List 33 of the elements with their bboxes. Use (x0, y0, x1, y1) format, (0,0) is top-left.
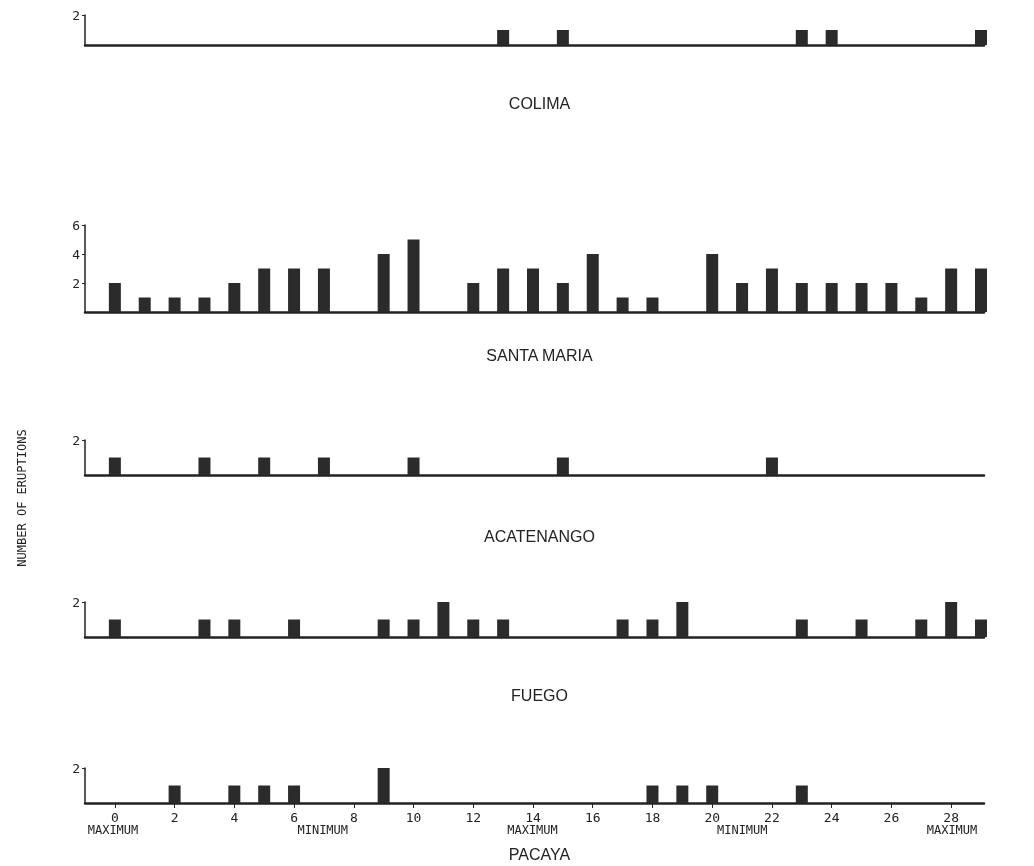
y-tick-label: 2 (72, 432, 80, 448)
x-tick-label: 14 (525, 810, 542, 825)
y-tick-label: 2 (72, 594, 80, 610)
text: SANTA MARIA (486, 346, 594, 364)
y-tick-label: 4 (72, 246, 81, 262)
x-tick-label: 18 (644, 810, 661, 825)
x-tick-label: 8 (349, 810, 358, 825)
text: MINIMUM (297, 823, 349, 837)
text: FUEGO (511, 686, 568, 704)
x-tick-label: 16 (584, 810, 601, 825)
text: MINIMUM (716, 823, 768, 837)
text: PACAYA (508, 845, 571, 863)
x-tick-label: 12 (465, 810, 482, 825)
y-tick-label: 6 (72, 217, 80, 233)
x-tick-label: 0 (110, 810, 119, 825)
y-tick-label: 2 (72, 275, 80, 291)
x-tick-label: 28 (943, 810, 959, 825)
x-tick-label: 26 (883, 810, 900, 825)
text: MAXIMUM (926, 823, 978, 837)
y-axis-title: NUMBER OF ERUPTIONS (15, 428, 29, 567)
x-tick-label: 10 (405, 810, 422, 825)
x-tick-label: 4 (230, 810, 239, 825)
y-tick-label: 2 (72, 760, 80, 776)
text: COLIMA (508, 94, 571, 112)
text: MAXIMUM (87, 823, 139, 837)
y-tick-label: 2 (72, 7, 80, 23)
text: ACATENANGO (484, 527, 595, 545)
x-tick-label: 24 (823, 810, 840, 825)
x-tick-label: 2 (170, 810, 179, 825)
x-tick-label: 20 (704, 810, 721, 825)
x-tick-label: 22 (764, 810, 780, 825)
x-tick-label: 6 (290, 810, 298, 825)
text: MAXIMUM (507, 823, 558, 837)
